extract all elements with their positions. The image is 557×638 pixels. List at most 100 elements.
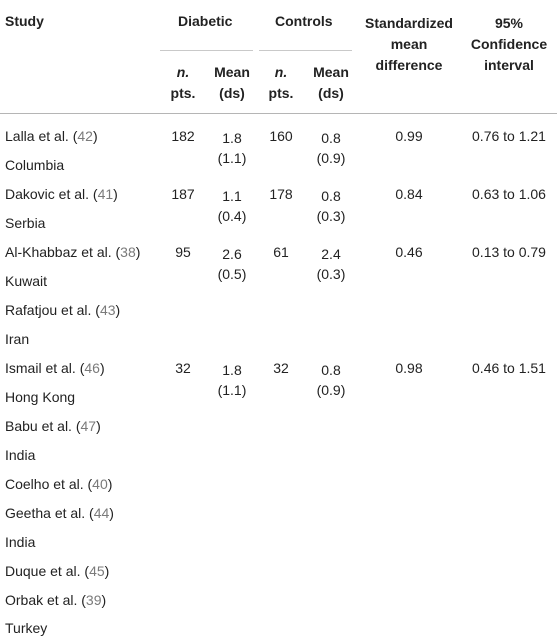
study-author-name: Lalla et al. ( [5, 128, 78, 144]
diabetic-mean-value: 2.6 [222, 246, 242, 262]
controls-mean: 0.8 (0.9) [307, 128, 355, 168]
study-author: Orbak et al. (39) [5, 592, 106, 608]
diabetic-mean: 1.1 (0.4) [208, 186, 256, 226]
study-author-name: Ismail et al. ( [5, 360, 85, 376]
subheader-diabetic-mean-line1: Mean [214, 64, 250, 80]
diabetic-mean: 1.8 (1.1) [208, 128, 256, 168]
study-author: Geetha et al. (44) [5, 505, 114, 521]
study-author-name: Duque et al. ( [5, 563, 90, 579]
smd-value: 0.46 [395, 244, 423, 260]
subheader-controls-n-line2: pts. [268, 85, 294, 101]
study-author: Al-Khabbaz et al. (38) [5, 244, 140, 260]
study-author: Babu et al. (47) [5, 418, 101, 434]
diabetic-n: 95 [175, 244, 191, 260]
ci-value: 0.76 to 1.21 [472, 128, 546, 144]
study-author-name: Babu et al. ( [5, 418, 81, 434]
study-author-close: ) [115, 302, 121, 318]
study-country: Columbia [5, 157, 65, 173]
study-author-close: ) [135, 244, 141, 260]
study-author: Duque et al. (45) [5, 563, 109, 579]
study-author-close: ) [99, 360, 105, 376]
ci-value: 0.63 to 1.06 [472, 186, 546, 202]
diabetic-n: 187 [171, 186, 195, 202]
header-ci-line2: Confidence [470, 36, 548, 52]
subheader-controls-n: n. pts. [258, 62, 304, 104]
study-author-name: Al-Khabbaz et al. ( [5, 244, 121, 260]
subheader-diabetic-n-line2: pts. [170, 85, 196, 101]
subheader-controls-mean-line1: Mean [313, 64, 349, 80]
study-reference-link[interactable]: 47 [80, 418, 97, 434]
study-author-close: ) [96, 418, 101, 434]
subheader-diabetic-n: n. pts. [161, 62, 205, 104]
header-study: Study [5, 13, 44, 29]
diabetic-mean-value: 1.8 [222, 130, 242, 146]
study-reference-link[interactable]: 44 [93, 505, 110, 521]
controls-underline [259, 50, 352, 51]
header-diabetic: Diabetic [178, 13, 233, 29]
controls-mean: 0.8 (0.3) [307, 186, 355, 226]
controls-n: 61 [273, 244, 289, 260]
study-reference-link[interactable]: 45 [89, 563, 105, 579]
header-ci: 95% Confidence interval [466, 13, 552, 76]
study-author-close: ) [92, 128, 98, 144]
study-author-name: Rafatjou et al. ( [5, 302, 100, 318]
diabetic-mean-sd: (0.4) [217, 208, 247, 224]
study-author: Coelho et al. (40) [5, 476, 112, 492]
smd-value: 0.84 [395, 186, 423, 202]
study-reference-link[interactable]: 46 [84, 360, 100, 376]
subheader-diabetic-n-line1: n. [176, 64, 190, 80]
study-author-name: Coelho et al. ( [5, 476, 93, 492]
study-author-close: ) [113, 186, 118, 202]
study-reference-link[interactable]: 42 [77, 128, 93, 144]
controls-n: 32 [273, 360, 289, 376]
subheader-diabetic-mean: Mean (ds) [208, 62, 256, 104]
ci-value: 0.46 to 1.51 [472, 360, 546, 376]
study-author-close: ) [107, 476, 113, 492]
subheader-controls-mean: Mean (ds) [307, 62, 355, 104]
diabetic-mean-value: 1.1 [222, 188, 242, 204]
header-smd-line1: Standardized [365, 15, 453, 31]
header-smd: Standardized mean difference [357, 13, 461, 76]
smd-value: 0.98 [395, 360, 423, 376]
study-author: Ismail et al. (46) [5, 360, 105, 376]
header-ci-line1: 95% [494, 15, 524, 31]
controls-mean-sd: (0.3) [316, 266, 346, 282]
study-country: Kuwait [5, 273, 48, 289]
study-reference-link[interactable]: 40 [92, 476, 108, 492]
diabetic-n: 32 [175, 360, 191, 376]
controls-mean: 2.4 (0.3) [307, 244, 355, 284]
diabetic-mean: 1.8 (1.1) [208, 360, 256, 400]
ci-value: 0.13 to 0.79 [472, 244, 546, 260]
study-author: Dakovic et al. (41) [5, 186, 118, 202]
study-author-close: ) [104, 563, 110, 579]
study-author-name: Dakovic et al. ( [5, 186, 98, 202]
diabetic-n: 182 [171, 128, 195, 144]
controls-mean-value: 0.8 [321, 362, 341, 378]
diabetic-mean-value: 1.8 [222, 362, 242, 378]
subheader-controls-n-line1: n. [274, 64, 288, 80]
study-reference-link[interactable]: 43 [99, 302, 116, 318]
header-smd-line3: difference [375, 57, 443, 73]
header-smd-line2: mean [390, 36, 428, 52]
study-author: Lalla et al. (42) [5, 128, 98, 144]
header-controls: Controls [275, 13, 333, 29]
controls-n: 178 [269, 186, 293, 202]
study-author: Rafatjou et al. (43) [5, 302, 120, 318]
study-country: Hong Kong [5, 389, 76, 405]
controls-mean-sd: (0.9) [316, 382, 346, 398]
study-reference-link[interactable]: 38 [120, 244, 136, 260]
diabetic-mean-sd: (1.1) [217, 382, 247, 398]
study-author-name: Orbak et al. ( [5, 592, 86, 608]
controls-mean-sd: (0.9) [316, 150, 346, 166]
controls-mean-value: 2.4 [321, 246, 341, 262]
controls-mean-value: 0.8 [321, 188, 341, 204]
study-reference-link[interactable]: 39 [85, 592, 102, 608]
study-author-name: Geetha et al. ( [5, 505, 94, 521]
header-bottom-rule [0, 113, 557, 114]
diabetic-underline [160, 50, 253, 51]
subheader-controls-mean-line2: (ds) [318, 85, 344, 101]
smd-value: 0.99 [395, 128, 423, 144]
study-reference-link[interactable]: 41 [97, 186, 114, 202]
study-country: India [5, 447, 36, 463]
diabetic-mean-sd: (1.1) [217, 150, 247, 166]
